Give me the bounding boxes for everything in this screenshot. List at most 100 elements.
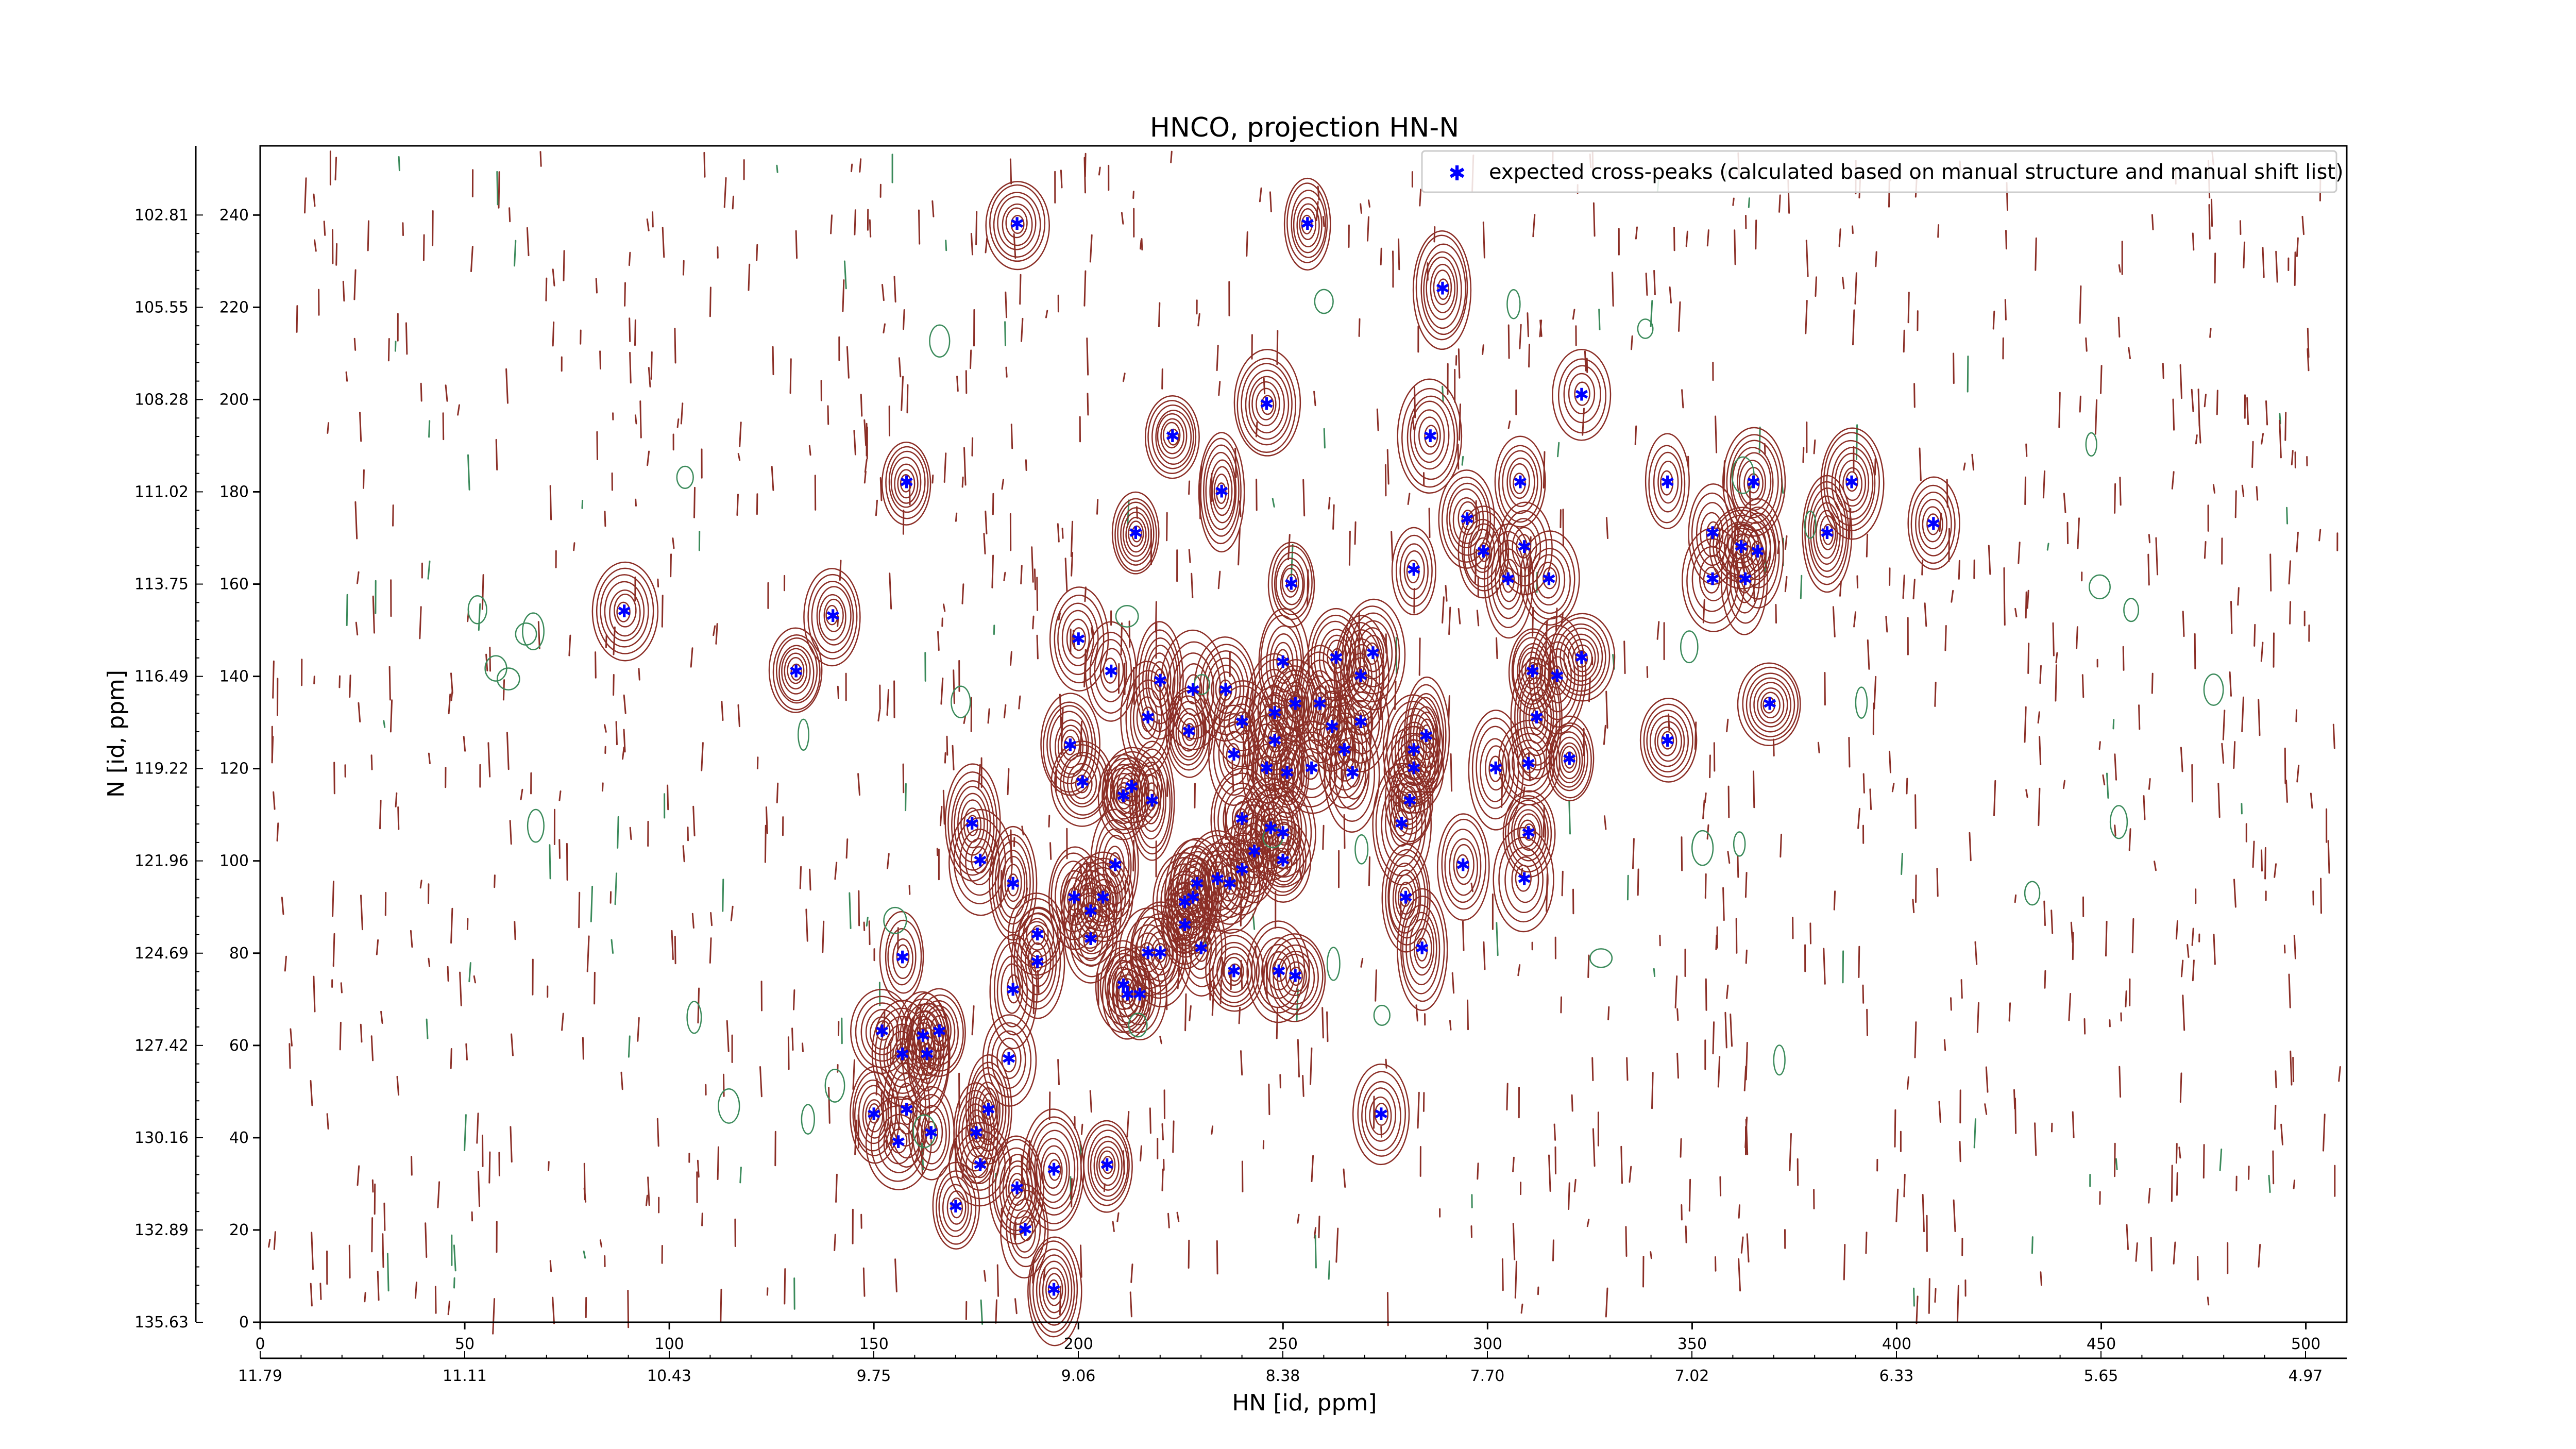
- noise-contour: [313, 975, 316, 1013]
- cross-peak-marker: ✱: [1259, 394, 1274, 414]
- noise-contour: [805, 908, 808, 942]
- peak-contour: [816, 586, 852, 646]
- noise-contour: [961, 583, 964, 604]
- noise-contour: [273, 791, 276, 810]
- noise-contour: [1744, 872, 1748, 898]
- noise-contour: [2070, 921, 2074, 943]
- noise-contour: [1992, 310, 1995, 330]
- noise-contour: [1669, 286, 1672, 304]
- peak-contour: [1030, 950, 1043, 973]
- cross-peak-marker: ✱: [1141, 707, 1156, 728]
- peak-contour: [1141, 774, 1162, 824]
- noise-contour: [646, 1194, 648, 1206]
- cross-peak-marker: ✱: [1116, 975, 1131, 996]
- peak-contour: [1198, 432, 1245, 553]
- noise-contour: [1722, 887, 1725, 921]
- noise-contour: [1552, 1239, 1554, 1261]
- peak-contour: [1822, 524, 1834, 545]
- noise-contour: [304, 177, 307, 214]
- noise-contour: [1678, 301, 1681, 332]
- peak-contour: [897, 469, 916, 499]
- peak-contour: [1098, 1150, 1116, 1180]
- noise-contour: [1083, 649, 1087, 687]
- noise-contour: [628, 1035, 631, 1058]
- peak-contour: [1639, 698, 1698, 783]
- peak-contour: [908, 1010, 945, 1100]
- noise-contour: [886, 689, 890, 716]
- noise-contour: [394, 341, 397, 352]
- cross-peak-marker: ✱: [1116, 786, 1131, 806]
- noise-contour: [737, 704, 740, 728]
- x-index-tick-label: 300: [1473, 1335, 1502, 1353]
- peak-contour: [1049, 711, 1089, 778]
- noise-contour: [2332, 723, 2335, 749]
- peak-contour: [1270, 812, 1297, 852]
- peak-contour: [1682, 527, 1745, 632]
- noise-contour: [1584, 350, 1587, 372]
- noise-contour: [1651, 1072, 1654, 1109]
- cross-peak-marker: ✱: [924, 1123, 939, 1143]
- cross-peak-marker: ✱: [1075, 772, 1090, 793]
- noise-contour: [1507, 420, 1511, 429]
- cross-peak-marker: ✱: [1046, 1160, 1061, 1181]
- peak-contour: [1169, 695, 1207, 766]
- noise-contour: [319, 1283, 322, 1300]
- peak-contour: [1057, 724, 1084, 768]
- noise-contour: [1161, 1168, 1164, 1191]
- peak-contour: [1433, 269, 1452, 306]
- noise-contour: [477, 1171, 481, 1207]
- noise-contour: [488, 1151, 491, 1184]
- x-index-axis: 0 50 100 150 200 250 300 350 400 450 500: [255, 1322, 2320, 1353]
- noise-contour: [2178, 1147, 2181, 1159]
- peak-contour: [1511, 631, 1555, 710]
- noise-contour: [1417, 1091, 1420, 1129]
- peak-contour: [1746, 529, 1767, 571]
- noise-contour: [392, 504, 394, 527]
- noise-contour: [860, 394, 863, 417]
- cross-peak-marker: ✱: [1517, 537, 1532, 558]
- cross-peak-marker: ✱: [1267, 731, 1282, 751]
- noise-contour: [376, 939, 379, 955]
- peak-contour: [1514, 663, 1561, 771]
- noise-contour: [1459, 403, 1461, 441]
- peak-contour: [1345, 758, 1361, 788]
- noise-contour: [2243, 241, 2246, 268]
- noise-contour: [1103, 1183, 1106, 1192]
- legend-marker: ✱: [1448, 162, 1466, 186]
- noise-contour: [1433, 226, 1436, 243]
- y-ppm-tick-label: 132.89: [134, 1221, 189, 1239]
- cross-peak-marker: ✱: [1223, 874, 1238, 895]
- noise-contour: [1252, 913, 1256, 930]
- noise-contour: [1449, 1020, 1452, 1031]
- peak-contour: [1517, 747, 1542, 781]
- peak-contour: [1153, 852, 1217, 953]
- noise-contour: [1944, 625, 1947, 651]
- cross-peak-marker: ✱: [1820, 523, 1835, 544]
- peak-contour: [1508, 628, 1558, 716]
- noise-contour: [1744, 1116, 1748, 1149]
- noise-contour: [1780, 833, 1782, 858]
- noise-contour: [448, 694, 451, 715]
- x-ppm-tick-label: 11.79: [238, 1367, 282, 1385]
- peak-contour: [930, 1015, 950, 1046]
- peak-contour: [1555, 736, 1583, 784]
- cross-peak-marker: ✱: [1284, 574, 1299, 595]
- cross-peak-marker: ✱: [1030, 952, 1045, 973]
- peak-contour: [784, 652, 808, 689]
- peak-contour: [1347, 700, 1374, 744]
- peak-contour: [1228, 963, 1242, 982]
- noise-contour: [703, 151, 706, 178]
- noise-contour: [887, 853, 890, 869]
- peak-contour: [1125, 916, 1173, 989]
- x-ppm-tick-label: 11.11: [443, 1367, 487, 1385]
- noise-contour: [842, 279, 845, 312]
- noise-contour: [1726, 718, 1729, 733]
- noise-contour: [558, 790, 562, 801]
- noise-contour: [1010, 424, 1013, 449]
- noise-contour: [2264, 847, 2266, 880]
- noise-contour: [1428, 508, 1431, 538]
- peak-contour: [1247, 837, 1264, 869]
- noise-contour: [1021, 317, 1024, 342]
- peak-contour: [1502, 450, 1538, 514]
- noise-contour: [682, 845, 685, 863]
